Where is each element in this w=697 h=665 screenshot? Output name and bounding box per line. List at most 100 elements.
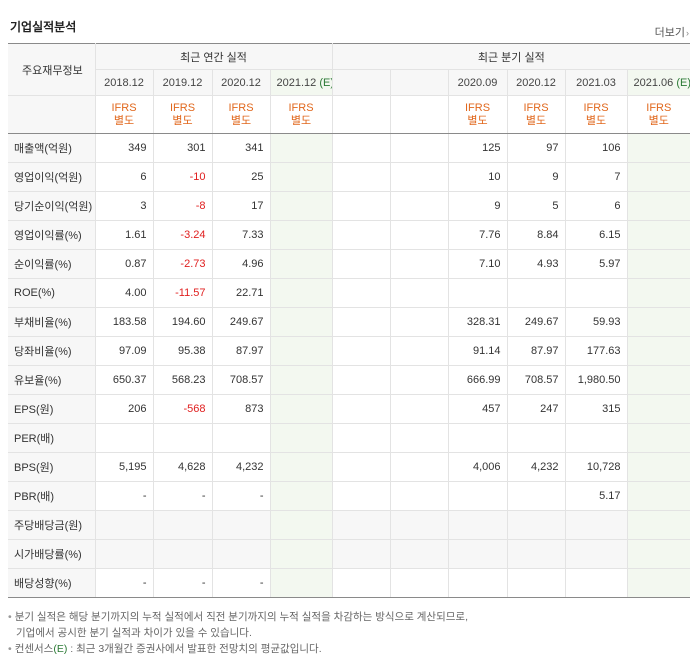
data-cell bbox=[626, 220, 691, 250]
data-cell bbox=[506, 481, 566, 511]
data-cell: 87.97 bbox=[211, 336, 271, 366]
financial-table: 주요재무정보 최근 연간 실적 최근 분기 실적 2018.12 2019.12… bbox=[8, 43, 691, 598]
data-cell: 8.84 bbox=[506, 220, 566, 250]
data-cell bbox=[626, 423, 691, 453]
footnote-quarterly: • 분기 실적은 해당 분기까지의 누적 실적에서 직전 분기까지의 누적 실적을… bbox=[8, 609, 690, 625]
row-label: 매출액(억원) bbox=[8, 133, 96, 163]
data-cell: 708.57 bbox=[211, 365, 271, 395]
row-label: 당기순이익(억원) bbox=[8, 191, 96, 221]
empty-cell bbox=[331, 423, 391, 453]
empty-cell bbox=[331, 539, 391, 569]
ifrs-empty bbox=[331, 95, 391, 134]
empty-cell bbox=[331, 249, 391, 279]
data-cell bbox=[447, 423, 508, 453]
data-cell bbox=[626, 539, 691, 569]
data-cell bbox=[506, 568, 566, 598]
data-cell: 341 bbox=[211, 133, 271, 163]
data-cell: 4.96 bbox=[211, 249, 271, 279]
data-cell: 4.93 bbox=[506, 249, 566, 279]
row-label: PBR(배) bbox=[8, 481, 96, 511]
data-cell: 25 bbox=[211, 162, 271, 192]
empty-cell bbox=[389, 249, 449, 279]
data-cell: 349 bbox=[94, 133, 154, 163]
data-cell bbox=[269, 539, 333, 569]
corner-header: 주요재무정보 bbox=[8, 43, 96, 96]
data-cell bbox=[626, 249, 691, 279]
data-cell: - bbox=[211, 568, 271, 598]
data-cell bbox=[447, 539, 508, 569]
row-label: EPS(원) bbox=[8, 394, 96, 424]
chevron-right-icon: › bbox=[686, 28, 689, 38]
data-cell bbox=[152, 539, 213, 569]
row-label: 당좌비율(%) bbox=[8, 336, 96, 366]
period-header: 2018.12 bbox=[95, 69, 154, 96]
data-cell bbox=[447, 481, 508, 511]
annual-group-header: 최근 연간 실적 bbox=[94, 43, 333, 70]
table-row: 당좌비율(%) 97.09 95.38 87.97 91.14 87.97 177.63 bbox=[8, 336, 691, 366]
table-row: BPS(원) 5,195 4,628 4,232 4,006 4,232 10,728 bbox=[8, 452, 691, 482]
period-header: 2021.03 bbox=[564, 69, 628, 96]
data-cell: 249.67 bbox=[506, 307, 566, 337]
empty-cell bbox=[389, 220, 449, 250]
ifrs-label: IFRS 별도 bbox=[269, 95, 333, 134]
data-cell: 95.38 bbox=[152, 336, 213, 366]
empty-cell bbox=[331, 133, 391, 163]
data-cell bbox=[269, 568, 333, 598]
row-label: 배당성향(%) bbox=[8, 568, 96, 598]
data-cell bbox=[447, 510, 508, 540]
data-cell: 7.76 bbox=[447, 220, 508, 250]
data-cell: -11.57 bbox=[152, 278, 213, 308]
estimate-tag: (E) bbox=[676, 76, 691, 89]
data-cell: 3 bbox=[94, 191, 154, 221]
data-cell: 183.58 bbox=[94, 307, 154, 337]
data-cell bbox=[211, 423, 271, 453]
data-cell bbox=[626, 133, 691, 163]
row-label: BPS(원) bbox=[8, 452, 96, 482]
financial-table-body: 매출액(억원) 349 301 341 125 97 106 영업이익(억원) 6 -10 25 10… bbox=[8, 133, 691, 598]
data-cell: - bbox=[152, 481, 213, 511]
data-cell: 4,628 bbox=[152, 452, 213, 482]
table-row: ROE(%) 4.00 -11.57 22.71 bbox=[8, 278, 691, 308]
data-cell: 97.09 bbox=[94, 336, 154, 366]
ifrs-label: IFRS 별도 bbox=[626, 95, 691, 134]
table-row: PBR(배) - - -5.17 bbox=[8, 481, 691, 511]
period-header-estimate: 2021.06 (E) bbox=[626, 69, 691, 96]
empty-cell bbox=[331, 336, 391, 366]
data-cell bbox=[447, 568, 508, 598]
data-cell: 4.00 bbox=[94, 278, 154, 308]
data-cell bbox=[269, 394, 333, 424]
more-label[interactable]: 더보기 bbox=[654, 27, 685, 39]
data-cell: 4,232 bbox=[506, 452, 566, 482]
data-cell bbox=[269, 365, 333, 395]
data-cell bbox=[447, 278, 508, 308]
data-cell: 194.60 bbox=[152, 307, 213, 337]
empty-cell bbox=[389, 307, 449, 337]
data-cell: 247 bbox=[506, 394, 566, 424]
data-cell bbox=[626, 278, 691, 308]
data-cell bbox=[626, 452, 691, 482]
empty-cell bbox=[389, 423, 449, 453]
row-label: PER(배) bbox=[8, 423, 96, 453]
data-cell bbox=[94, 423, 154, 453]
bullet-icon: • bbox=[8, 643, 12, 655]
more-link[interactable]: 더보기› bbox=[655, 24, 689, 40]
data-cell: -568 bbox=[152, 394, 213, 424]
data-cell: 1.61 bbox=[94, 220, 154, 250]
row-label: 시가배당률(%) bbox=[8, 539, 96, 569]
data-cell bbox=[269, 452, 333, 482]
table-row: 배당성향(%) - - - bbox=[8, 568, 691, 598]
period-header: 2020.09 bbox=[447, 69, 508, 96]
empty-cell bbox=[389, 191, 449, 221]
quarter-group-header: 최근 분기 실적 bbox=[331, 43, 691, 70]
data-cell bbox=[211, 510, 271, 540]
data-cell: 708.57 bbox=[506, 365, 566, 395]
empty-cell bbox=[331, 191, 391, 221]
ifrs-empty bbox=[389, 95, 449, 134]
empty-cell bbox=[389, 510, 449, 540]
table-row: PER(배) bbox=[8, 423, 691, 453]
data-cell: 666.99 bbox=[447, 365, 508, 395]
ifrs-row-head bbox=[8, 95, 96, 134]
data-cell bbox=[506, 423, 566, 453]
data-cell bbox=[269, 191, 333, 221]
